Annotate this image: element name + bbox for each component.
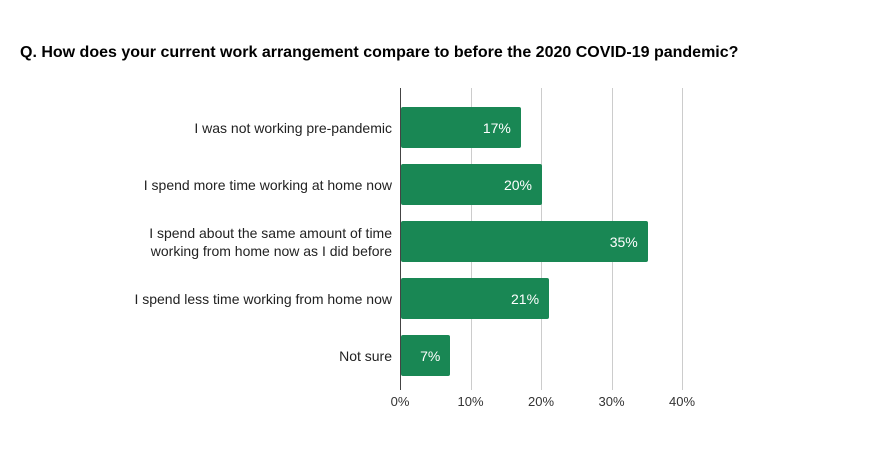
bar: 17% xyxy=(401,107,521,148)
x-tick-label: 40% xyxy=(668,394,696,409)
x-tick-label: 30% xyxy=(598,394,625,409)
category-label: I spend less time working from home now xyxy=(134,290,392,307)
bar: 20% xyxy=(401,164,542,205)
bar-value-label: 7% xyxy=(420,347,441,364)
x-tick-label: 0% xyxy=(390,394,410,409)
bar: 35% xyxy=(401,221,648,262)
bar: 7% xyxy=(401,335,451,376)
bar-value-label: 17% xyxy=(482,119,511,136)
gridline xyxy=(682,88,683,390)
bar: 21% xyxy=(401,278,550,319)
category-label: I spend more time working at home now xyxy=(143,176,392,193)
category-label: I was not working pre-pandemic xyxy=(194,119,392,136)
bar-value-label: 21% xyxy=(511,290,540,307)
x-tick-label: 20% xyxy=(527,394,555,409)
y-axis-line xyxy=(400,88,401,390)
bar-value-label: 35% xyxy=(609,233,638,250)
x-tick-label: 10% xyxy=(457,394,484,409)
chart-title: Q. How does your current work arrangemen… xyxy=(20,44,739,61)
category-label: I spend about the same amount of time wo… xyxy=(149,224,392,259)
plot-area: 17% 20% 35% 21% 7% xyxy=(400,88,683,390)
bar-value-label: 20% xyxy=(503,176,532,193)
category-label: Not sure xyxy=(339,347,392,364)
